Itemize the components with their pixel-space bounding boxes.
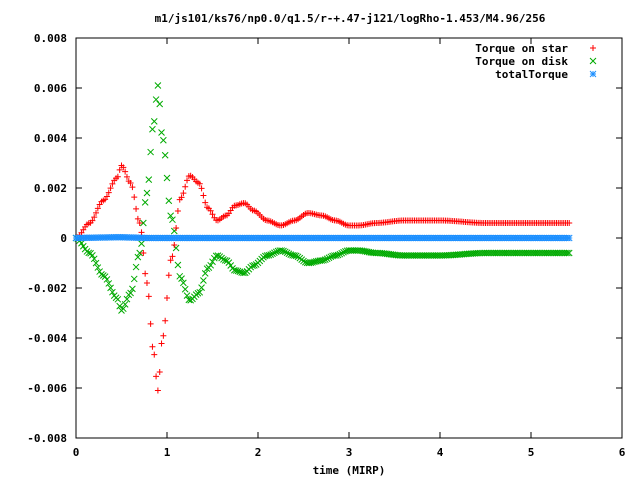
data-point-x — [182, 286, 188, 292]
data-point-plus — [139, 229, 145, 235]
data-point-x — [153, 97, 159, 103]
data-point-x — [151, 118, 157, 124]
data-point-plus — [148, 321, 154, 327]
data-point-x — [175, 262, 181, 268]
series-totaltorque — [73, 234, 572, 241]
data-point-plus — [159, 340, 165, 346]
series-torque-on-disk — [73, 83, 572, 314]
y-tick-label: 0.008 — [34, 32, 67, 45]
data-point-plus — [146, 293, 152, 299]
data-point-plus — [200, 193, 206, 199]
data-point-x — [133, 264, 139, 270]
data-point-x — [144, 190, 150, 196]
data-point-plus — [157, 369, 163, 375]
x-tick-label: 2 — [255, 446, 262, 459]
data-point-x — [166, 198, 172, 204]
data-point-plus — [175, 208, 181, 214]
data-point-x — [164, 175, 170, 181]
y-tick-label: 0.004 — [34, 132, 67, 145]
data-point-x — [115, 296, 121, 302]
data-point-x — [202, 270, 208, 276]
data-point-x — [157, 101, 163, 107]
series-layer — [73, 83, 572, 394]
x-tick-label: 1 — [164, 446, 171, 459]
x-tick-label: 3 — [346, 446, 353, 459]
legend-label: Torque on star — [475, 42, 568, 55]
y-tick-label: 0 — [60, 232, 67, 245]
data-point-x — [149, 126, 155, 132]
y-tick-labels: -0.008 -0.006 -0.004 -0.002 0 0.002 0.004 0.006… — [27, 32, 67, 445]
data-point-x — [160, 137, 166, 143]
data-point-x — [199, 285, 205, 291]
data-point-x — [159, 130, 165, 136]
data-point-x — [162, 152, 168, 158]
data-point-plus — [153, 373, 159, 379]
x-tick-label: 5 — [528, 446, 535, 459]
x-tick-label: 6 — [619, 446, 626, 459]
data-point-asterisk — [566, 235, 572, 241]
series-torque-on-star — [73, 163, 572, 394]
data-point-x — [146, 177, 152, 183]
x-axis-label: time (MIRP) — [313, 464, 386, 477]
y-tick-label: -0.002 — [27, 282, 67, 295]
data-point-plus — [151, 352, 157, 358]
y-tick-label: -0.006 — [27, 382, 67, 395]
chart-title: m1/js101/ks76/np0.0/q1.5/r-+.47-j121/log… — [155, 12, 546, 25]
data-point-plus — [166, 272, 172, 278]
legend-label: totalTorque — [495, 68, 568, 81]
data-point-x — [155, 83, 161, 89]
y-tick-label: -0.004 — [27, 332, 67, 345]
y-tick-label: 0.006 — [34, 82, 67, 95]
legend-label: Torque on disk — [475, 55, 568, 68]
data-point-plus — [164, 295, 170, 301]
data-point-x — [148, 149, 154, 155]
data-point-x — [131, 276, 137, 282]
data-point-plus — [155, 388, 161, 394]
data-point-plus — [133, 206, 139, 212]
data-point-x — [142, 199, 148, 205]
x-tick-labels: 0 1 2 3 4 5 6 — [73, 446, 626, 459]
data-point-plus — [142, 271, 148, 277]
data-point-asterisk — [590, 71, 596, 77]
data-point-plus — [160, 333, 166, 339]
data-point-plus — [182, 184, 188, 190]
data-point-x — [139, 241, 145, 247]
data-point-plus — [590, 45, 596, 51]
x-tick-label: 0 — [73, 446, 80, 459]
data-point-plus — [162, 318, 168, 324]
data-point-x — [200, 278, 206, 284]
data-point-plus — [131, 194, 137, 200]
y-tick-label: -0.008 — [27, 432, 67, 445]
data-point-plus — [149, 344, 155, 350]
data-point-x — [590, 58, 596, 64]
y-tick-label: 0.002 — [34, 182, 67, 195]
data-point-plus — [144, 280, 150, 286]
x-tick-label: 4 — [437, 446, 444, 459]
